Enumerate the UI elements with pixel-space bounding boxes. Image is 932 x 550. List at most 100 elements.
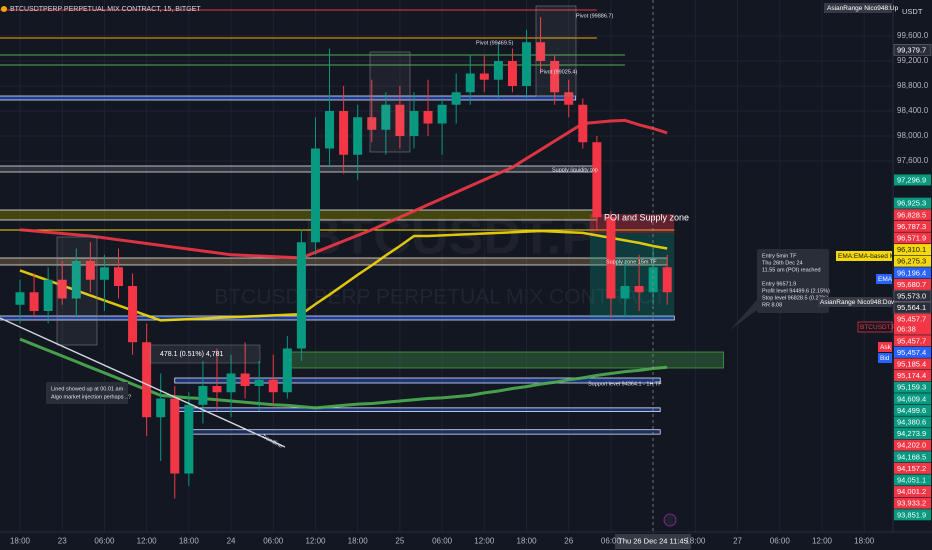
candle-body xyxy=(325,111,335,149)
price-label: 96,275.3 xyxy=(897,257,926,266)
x-tick-label: 18:00 xyxy=(685,537,706,546)
price-label: 95,174.4 xyxy=(897,371,926,380)
watermark-subtitle: BTCUSDTPERP PERPETUAL MIX CONTRACT xyxy=(214,286,666,309)
drawing-box xyxy=(535,5,577,97)
tag xyxy=(876,274,892,284)
x-tick-label: 06:00 xyxy=(432,537,453,546)
annotation: Supply liquidity top xyxy=(552,167,598,173)
tag: Bid xyxy=(880,355,890,362)
candle-body xyxy=(310,148,320,243)
crosshair-label: Thu 26 Dec 24 11:45 xyxy=(618,536,688,545)
tag xyxy=(836,251,892,261)
price-label-bg xyxy=(894,232,931,244)
price-label-bg xyxy=(894,358,931,370)
zone xyxy=(174,407,661,412)
candle-body xyxy=(648,267,658,293)
tag: BTCUSDT.P xyxy=(860,324,896,331)
price-label: 96,196.4 xyxy=(897,268,926,277)
candle-body xyxy=(339,111,349,155)
x-tick-label: 27 xyxy=(733,537,742,546)
tag xyxy=(824,3,892,13)
candle-body xyxy=(493,61,503,80)
candle-body xyxy=(564,92,574,105)
price-label: 93,851.9 xyxy=(897,510,926,519)
price-label-bg xyxy=(894,416,931,428)
candle-body xyxy=(142,342,152,418)
price-label-bg xyxy=(894,346,931,358)
candle-body xyxy=(522,42,532,86)
price-label: 94,499.6 xyxy=(897,406,926,415)
price-label: 94,051.1 xyxy=(897,475,926,484)
x-tick-label: 06:00 xyxy=(770,537,791,546)
y-tick-label: 99,200.0 xyxy=(897,56,929,65)
price-label-bg xyxy=(894,370,931,382)
price-label-bg xyxy=(894,313,931,335)
x-tick-label: 26 xyxy=(564,537,573,546)
candle-body xyxy=(465,73,475,93)
price-label: 95,457.7 xyxy=(897,336,926,345)
candle-body xyxy=(395,104,405,136)
zone xyxy=(188,429,661,435)
annotation: Pivot (99025.4) xyxy=(540,69,577,75)
note-box xyxy=(46,382,128,404)
candle-body xyxy=(113,267,123,286)
symbol-icon xyxy=(1,6,7,12)
callout-line: Thu 26th Dec 24 xyxy=(762,260,803,266)
x-tick-label: 23 xyxy=(58,537,67,546)
price-label: 94,380.6 xyxy=(897,417,926,426)
candle-body xyxy=(85,261,95,280)
zone xyxy=(286,351,724,369)
candle-body xyxy=(367,117,377,130)
tag xyxy=(878,342,892,352)
candle-body xyxy=(240,373,250,386)
moving-average xyxy=(19,118,668,260)
candle-body xyxy=(156,398,166,418)
callout-line: Entry 96571.9 xyxy=(762,281,796,287)
callout-line: Stop level 96828.5 (0.27%) xyxy=(762,295,829,301)
x-tick-label: 06:00 xyxy=(263,537,284,546)
price-label: 96,925.3 xyxy=(897,199,926,208)
candle-body xyxy=(198,386,208,405)
price-label: 95,457.4 xyxy=(897,348,926,357)
price-label: 95,159.3 xyxy=(897,383,926,392)
candle-body xyxy=(578,104,588,143)
price-label: 94,001.2 xyxy=(897,487,926,496)
drawing-box xyxy=(369,51,411,153)
x-tick-label: 06:00 xyxy=(94,537,115,546)
tag: AsianRange Nico948:Up xyxy=(827,5,899,12)
price-label: 95,564.1 xyxy=(897,303,926,312)
candle-body xyxy=(620,286,630,299)
candle-body xyxy=(184,404,194,474)
price-label-bg xyxy=(894,439,931,451)
x-tick-label: 12:00 xyxy=(812,537,833,546)
price-label-bg xyxy=(894,451,931,463)
callout-line: 11.55 am (POI) reached xyxy=(762,267,821,273)
callout-line: RR 8.08 xyxy=(762,302,782,308)
candle-body xyxy=(662,267,672,293)
callout-box xyxy=(757,249,829,313)
candle-body xyxy=(254,379,264,386)
crosshair-label-bg xyxy=(615,534,691,549)
candle-body xyxy=(128,286,138,343)
note-line: Algo market injection perhaps ..? xyxy=(51,394,131,400)
price-label-bg xyxy=(894,278,931,290)
price-label-bg xyxy=(894,381,931,393)
candle-body xyxy=(536,42,546,61)
candle-body xyxy=(99,267,109,280)
candle-body xyxy=(451,92,461,105)
tag: EMA:EMA-based MA xyxy=(838,253,900,260)
callout-pointer xyxy=(730,300,757,330)
price-label: 95,680.7 xyxy=(897,280,926,289)
chart-title: BTCUSDTPERP PERPETUAL MIX CONTRACT, 15, … xyxy=(10,6,201,13)
price-label: 95,457.7 xyxy=(897,315,926,324)
price-label-bg xyxy=(894,220,931,232)
candle-body xyxy=(43,279,53,311)
x-tick-label: 18:00 xyxy=(179,537,200,546)
annotation: Pivot (99886.7) xyxy=(576,13,613,19)
x-tick-label: 12:00 xyxy=(305,537,326,546)
tag: Ask xyxy=(880,344,892,351)
candle-body xyxy=(15,292,25,305)
price-label: 96,571.9 xyxy=(897,233,926,242)
